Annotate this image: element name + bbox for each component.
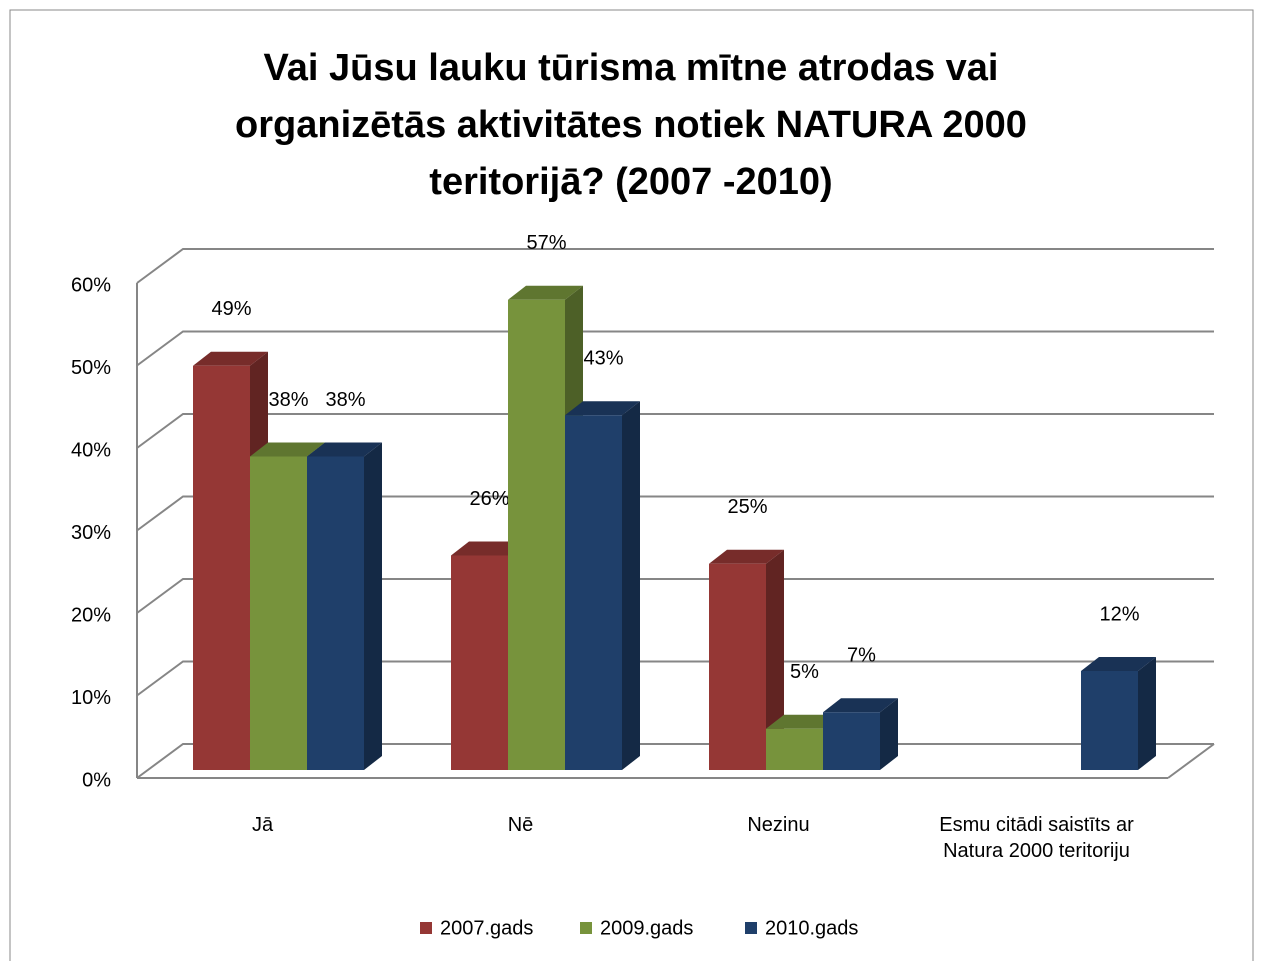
grid-line	[136, 578, 1214, 614]
data-label: 43%	[583, 348, 623, 370]
grid-line	[136, 495, 1214, 532]
data-label: 38%	[268, 389, 308, 411]
bar-top	[565, 401, 640, 416]
bar	[823, 712, 880, 770]
x-tick-label: Nē	[507, 814, 534, 836]
bar-top	[193, 351, 268, 366]
bar	[508, 299, 565, 770]
bar-side	[766, 549, 784, 770]
bar	[1081, 671, 1138, 770]
bar-side	[622, 401, 640, 770]
data-label: 49%	[211, 298, 251, 320]
data-label: 25%	[727, 496, 767, 518]
bar-top	[508, 285, 583, 300]
data-label: 57%	[526, 232, 566, 254]
bar-top	[451, 541, 526, 556]
grid-line	[136, 413, 1214, 449]
data-label: 7%	[847, 645, 876, 667]
bar	[451, 555, 508, 770]
bar	[307, 456, 364, 770]
bar	[193, 365, 250, 770]
grid-line	[136, 330, 1214, 367]
chart-border	[9, 9, 1254, 961]
bar-top	[250, 442, 325, 457]
y-tick-label: 30%	[71, 522, 111, 544]
bar-top	[766, 714, 841, 729]
legend-swatch	[420, 922, 432, 934]
x-tick-label: Jā	[251, 814, 274, 836]
bar	[709, 563, 766, 770]
bar-side	[880, 698, 898, 770]
bar-side	[364, 442, 382, 770]
bar-top	[307, 442, 382, 457]
legend-label: 2010.gads	[765, 917, 858, 939]
y-tick-label: 10%	[71, 687, 111, 709]
bar-top	[709, 549, 784, 564]
data-label: 12%	[1099, 603, 1139, 625]
legend-label: 2007.gads	[440, 917, 533, 939]
legend-swatch	[745, 922, 757, 934]
data-label: 26%	[469, 488, 509, 510]
chart-title: Vai Jūsu lauku tūrisma mītne atrodas vai…	[235, 47, 1027, 203]
y-tick-label: 60%	[71, 274, 111, 296]
y-tick-label: 0%	[82, 769, 111, 791]
x-tick-label: Esmu citādi saistīts ar Natura 2000 teri…	[939, 814, 1134, 862]
y-tick-label: 40%	[71, 439, 111, 461]
x-tick-label: Nezinu	[747, 814, 810, 836]
data-label: 38%	[325, 389, 365, 411]
legend-label: 2009.gads	[600, 917, 693, 939]
y-tick-label: 20%	[71, 604, 111, 626]
bar	[565, 415, 622, 770]
bar-top	[823, 698, 898, 713]
bar-side	[1138, 657, 1156, 770]
bar	[250, 456, 307, 770]
floor-edge	[1167, 743, 1215, 779]
bar-top	[1081, 657, 1156, 671]
legend-swatch	[580, 922, 592, 934]
bar	[766, 728, 823, 770]
data-label: 5%	[790, 661, 819, 683]
grid-line	[136, 660, 1214, 697]
y-tick-label: 50%	[71, 357, 111, 379]
grid-line	[136, 248, 1214, 284]
